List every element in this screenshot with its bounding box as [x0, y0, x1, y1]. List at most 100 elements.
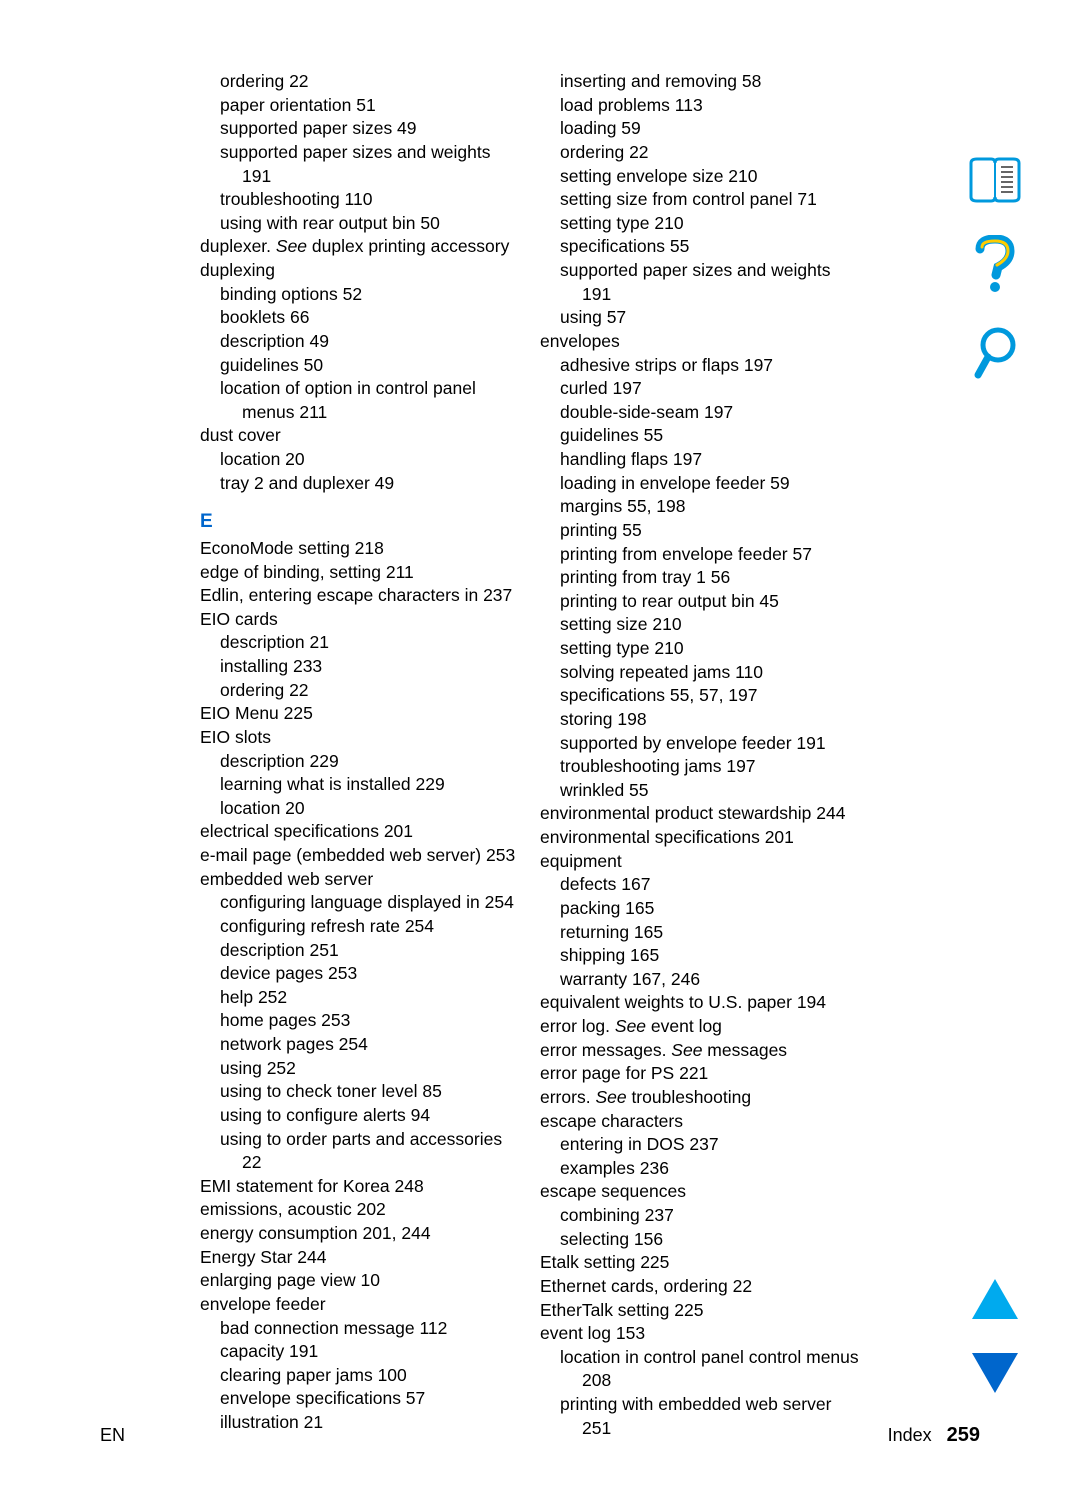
- index-entry[interactable]: entering in DOS 237: [540, 1133, 860, 1157]
- index-entry[interactable]: duplexing: [200, 259, 520, 283]
- index-entry[interactable]: environmental product stewardship 244: [540, 802, 860, 826]
- index-entry[interactable]: troubleshooting 110: [200, 188, 520, 212]
- index-entry[interactable]: margins 55, 198: [540, 495, 860, 519]
- index-entry[interactable]: warranty 167, 246: [540, 968, 860, 992]
- index-entry[interactable]: guidelines 55: [540, 424, 860, 448]
- index-entry[interactable]: Energy Star 244: [200, 1246, 520, 1270]
- index-entry[interactable]: event log 153: [540, 1322, 860, 1346]
- index-entry[interactable]: error messages. See messages: [540, 1039, 860, 1063]
- index-entry[interactable]: troubleshooting jams 197: [540, 755, 860, 779]
- index-entry[interactable]: escape sequences: [540, 1180, 860, 1204]
- index-entry[interactable]: error page for PS 221: [540, 1062, 860, 1086]
- index-entry[interactable]: ordering 22: [540, 141, 860, 165]
- index-entry[interactable]: clearing paper jams 100: [200, 1364, 520, 1388]
- index-entry[interactable]: equivalent weights to U.S. paper 194: [540, 991, 860, 1015]
- index-entry[interactable]: errors. See troubleshooting: [540, 1086, 860, 1110]
- book-icon[interactable]: [960, 155, 1030, 205]
- index-entry[interactable]: location of option in control panel menu…: [200, 377, 520, 424]
- index-entry[interactable]: location 20: [200, 448, 520, 472]
- index-entry[interactable]: combining 237: [540, 1204, 860, 1228]
- index-entry[interactable]: setting size from control panel 71: [540, 188, 860, 212]
- index-entry[interactable]: wrinkled 55: [540, 779, 860, 803]
- index-entry[interactable]: description 251: [200, 939, 520, 963]
- index-entry[interactable]: specifications 55: [540, 235, 860, 259]
- index-entry[interactable]: learning what is installed 229: [200, 773, 520, 797]
- index-entry[interactable]: printing to rear output bin 45: [540, 590, 860, 614]
- index-entry[interactable]: loading in envelope feeder 59: [540, 472, 860, 496]
- index-entry[interactable]: using to check toner level 85: [200, 1080, 520, 1104]
- index-entry[interactable]: setting size 210: [540, 613, 860, 637]
- index-entry[interactable]: solving repeated jams 110: [540, 661, 860, 685]
- index-entry[interactable]: help 252: [200, 986, 520, 1010]
- index-entry[interactable]: EconoMode setting 218: [200, 537, 520, 561]
- index-entry[interactable]: EIO slots: [200, 726, 520, 750]
- index-entry[interactable]: supported paper sizes and weights 191: [540, 259, 860, 306]
- index-entry[interactable]: ordering 22: [200, 70, 520, 94]
- index-entry[interactable]: network pages 254: [200, 1033, 520, 1057]
- index-entry[interactable]: home pages 253: [200, 1009, 520, 1033]
- index-entry[interactable]: examples 236: [540, 1157, 860, 1181]
- index-entry[interactable]: envelope specifications 57: [200, 1387, 520, 1411]
- index-entry[interactable]: dust cover: [200, 424, 520, 448]
- index-entry[interactable]: returning 165: [540, 921, 860, 945]
- index-entry[interactable]: configuring language displayed in 254: [200, 891, 520, 915]
- index-entry[interactable]: using to order parts and accessories 22: [200, 1128, 520, 1175]
- index-entry[interactable]: printing from tray 1 56: [540, 566, 860, 590]
- index-entry[interactable]: envelope feeder: [200, 1293, 520, 1317]
- index-entry[interactable]: selecting 156: [540, 1228, 860, 1252]
- index-entry[interactable]: printing from envelope feeder 57: [540, 543, 860, 567]
- index-entry[interactable]: description 21: [200, 631, 520, 655]
- index-entry[interactable]: envelopes: [540, 330, 860, 354]
- index-entry[interactable]: binding options 52: [200, 283, 520, 307]
- index-entry[interactable]: escape characters: [540, 1110, 860, 1134]
- index-entry[interactable]: defects 167: [540, 873, 860, 897]
- index-entry[interactable]: using to configure alerts 94: [200, 1104, 520, 1128]
- index-entry[interactable]: emissions, acoustic 202: [200, 1198, 520, 1222]
- page-up-icon[interactable]: [960, 1277, 1030, 1321]
- index-entry[interactable]: equipment: [540, 850, 860, 874]
- index-entry[interactable]: Ethernet cards, ordering 22: [540, 1275, 860, 1299]
- index-entry[interactable]: loading 59: [540, 117, 860, 141]
- index-entry[interactable]: shipping 165: [540, 944, 860, 968]
- index-entry[interactable]: capacity 191: [200, 1340, 520, 1364]
- index-entry[interactable]: supported paper sizes 49: [200, 117, 520, 141]
- index-entry[interactable]: device pages 253: [200, 962, 520, 986]
- help-icon[interactable]: [960, 235, 1030, 295]
- index-entry[interactable]: handling flaps 197: [540, 448, 860, 472]
- index-entry[interactable]: Etalk setting 225: [540, 1251, 860, 1275]
- index-entry[interactable]: tray 2 and duplexer 49: [200, 472, 520, 496]
- index-entry[interactable]: curled 197: [540, 377, 860, 401]
- index-entry[interactable]: guidelines 50: [200, 354, 520, 378]
- index-entry[interactable]: bad connection message 112: [200, 1317, 520, 1341]
- index-entry[interactable]: setting type 210: [540, 637, 860, 661]
- index-entry[interactable]: setting type 210: [540, 212, 860, 236]
- index-entry[interactable]: duplexer. See duplex printing accessory: [200, 235, 520, 259]
- index-entry[interactable]: double-side-seam 197: [540, 401, 860, 425]
- index-entry[interactable]: error log. See event log: [540, 1015, 860, 1039]
- index-entry[interactable]: configuring refresh rate 254: [200, 915, 520, 939]
- index-entry[interactable]: EMI statement for Korea 248: [200, 1175, 520, 1199]
- index-entry[interactable]: specifications 55, 57, 197: [540, 684, 860, 708]
- index-entry[interactable]: edge of binding, setting 211: [200, 561, 520, 585]
- index-entry[interactable]: environmental specifications 201: [540, 826, 860, 850]
- index-entry[interactable]: EIO cards: [200, 608, 520, 632]
- index-entry[interactable]: paper orientation 51: [200, 94, 520, 118]
- index-entry[interactable]: printing 55: [540, 519, 860, 543]
- index-entry[interactable]: Edlin, entering escape characters in 237: [200, 584, 520, 608]
- index-entry[interactable]: location in control panel control menus …: [540, 1346, 860, 1393]
- page-down-icon[interactable]: [960, 1351, 1030, 1395]
- index-entry[interactable]: using with rear output bin 50: [200, 212, 520, 236]
- index-entry[interactable]: adhesive strips or flaps 197: [540, 354, 860, 378]
- index-entry[interactable]: packing 165: [540, 897, 860, 921]
- index-entry[interactable]: installing 233: [200, 655, 520, 679]
- search-icon[interactable]: [960, 325, 1030, 381]
- index-entry[interactable]: using 57: [540, 306, 860, 330]
- index-entry[interactable]: inserting and removing 58: [540, 70, 860, 94]
- index-entry[interactable]: enlarging page view 10: [200, 1269, 520, 1293]
- index-entry[interactable]: supported by envelope feeder 191: [540, 732, 860, 756]
- index-entry[interactable]: electrical specifications 201: [200, 820, 520, 844]
- index-entry[interactable]: description 49: [200, 330, 520, 354]
- index-entry[interactable]: description 229: [200, 750, 520, 774]
- index-entry[interactable]: EtherTalk setting 225: [540, 1299, 860, 1323]
- index-entry[interactable]: supported paper sizes and weights 191: [200, 141, 520, 188]
